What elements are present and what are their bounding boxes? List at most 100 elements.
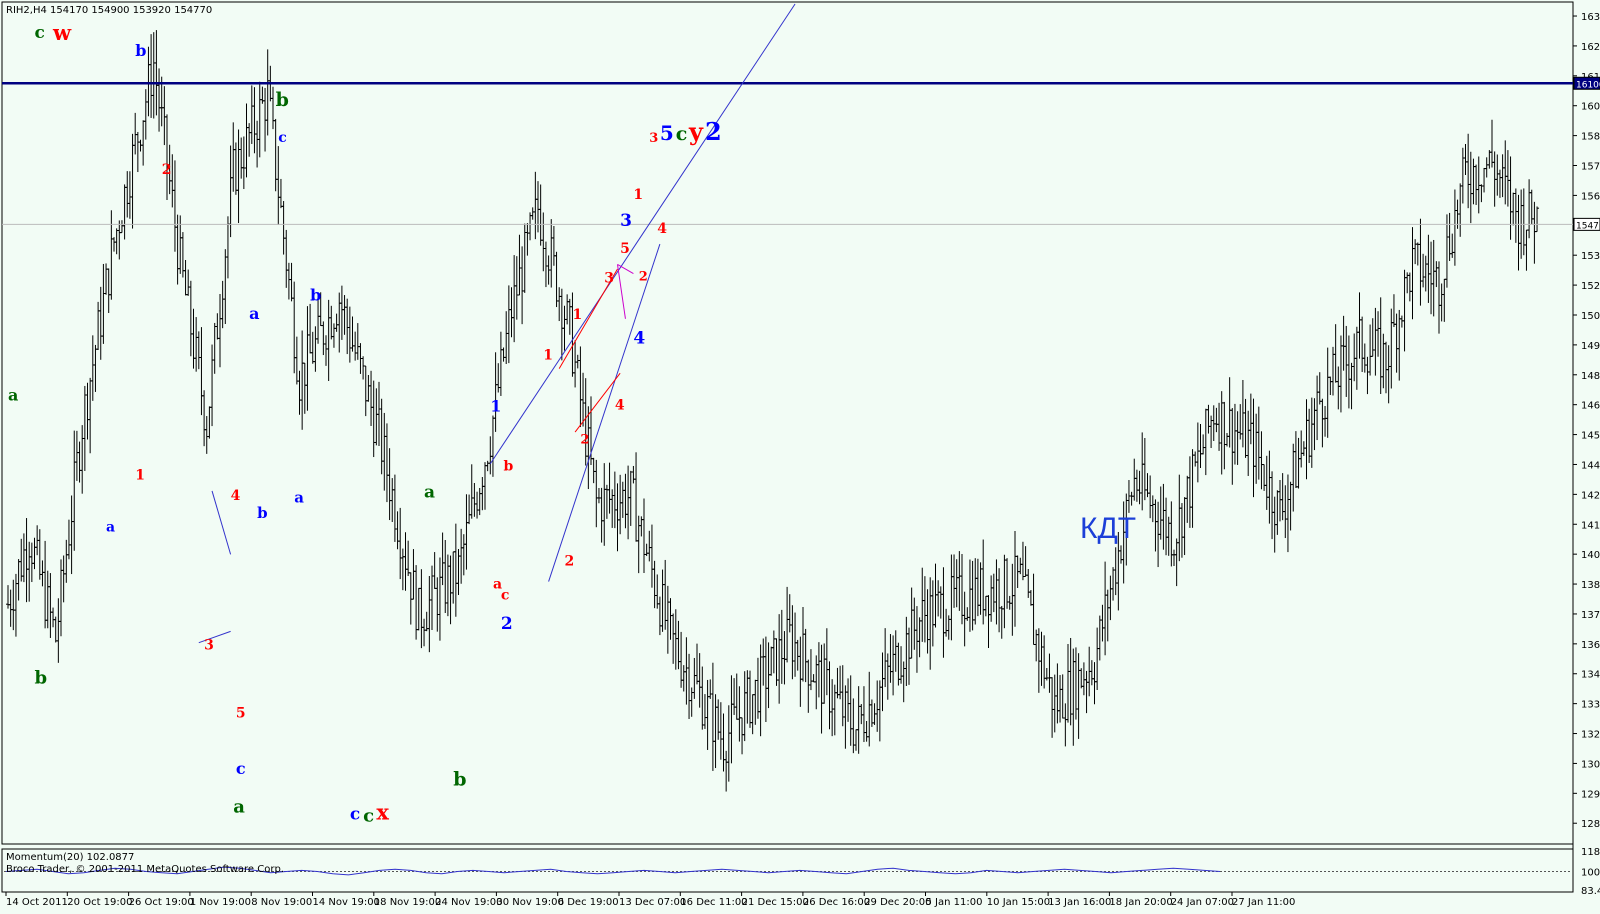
copyright-text: Broco Trader, © 2001-2011 MetaQuotes Sof… [6,864,284,875]
x-tick-label: 21 Dec 15:00 [742,897,809,908]
wave-label: a [493,576,502,592]
wave-label: c [35,23,45,43]
wave-label: c [278,130,287,146]
wave-label: a [106,520,115,536]
x-tick-label: 6 Dec 19:00 [558,897,619,908]
wave-label: b [453,768,466,790]
trend-line [617,264,634,274]
wave-label: 3 [604,271,614,287]
x-tick-label: 24 Nov 19:00 [435,897,502,908]
wave-label: a [8,385,18,404]
wave-label: b [310,286,321,305]
indicator-header: Momentum(20) 102.0877 [6,852,134,863]
y-tick-label: 133609 [1581,700,1600,711]
wave-label: a [249,304,259,323]
y-tick-label: 128329 [1581,819,1600,830]
y-tick-label: 138889 [1581,580,1600,591]
y-tick-label: 132289 [1581,730,1600,741]
chart-header: RIH2,H4 154170 154900 153920 154770 [6,5,212,16]
wave-label: 3 [649,131,658,146]
ohlc-bars [6,30,1540,792]
x-tick-label: 24 Jan 07:00 [1171,897,1234,908]
wave-label: b [35,667,48,688]
x-tick-label: 29 Dec 20:00 [864,897,931,908]
x-tick-label: 20 Oct 19:00 [67,897,132,908]
x-tick-label: 18 Nov 19:00 [374,897,441,908]
wave-label: 4 [231,488,241,504]
wave-label: a [233,797,245,818]
wave-label: 1 [490,397,501,416]
momentum-line [5,866,1221,876]
y-tick-label: 129649 [1581,789,1600,800]
y-tick-label: 142849 [1581,490,1600,501]
wave-label: 1 [572,307,582,323]
y-tick-label: 158689 [1581,132,1600,143]
y-tick-label: 141529 [1581,520,1600,531]
y-tick-label: 157369 [1581,162,1600,173]
wave-label: 1 [633,187,643,203]
wave-label: c [363,806,374,827]
momentum-indicator: 118.4325 100 83.4325 [4,847,1600,897]
x-tick-label: 8 Nov 19:00 [251,897,312,908]
y-tick-label: 153409 [1581,251,1600,262]
y-tick-label: 162649 [1581,42,1600,53]
x-tick-label: 14 Oct 2011 [6,897,68,908]
y-tick-label: 130969 [1581,759,1600,770]
wave-label: a [294,488,304,506]
x-tick-label: 1 Nov 19:00 [190,897,251,908]
wave-label: 5 [620,241,630,257]
wave-label: c [676,123,688,145]
wave-label: 5 [236,705,246,721]
y-tick-label: 136249 [1581,640,1600,651]
price-box [1573,217,1600,231]
wave-label: 4 [615,397,625,413]
y-tick-label: 152089 [1581,281,1600,292]
trend-line [548,243,661,582]
y-tick-label: 156049 [1581,191,1600,202]
wave-label: 1 [135,468,145,484]
price-box-label: 161000 [1576,80,1600,90]
wave-label: 2 [565,554,575,570]
y-tick-label: 146809 [1581,401,1600,412]
trendlines [2,3,1573,644]
wave-label: 2 [501,614,513,634]
wave-label: w [52,20,72,45]
wave-label: 2 [162,162,172,178]
wave-label: 2 [580,432,589,447]
x-tick-label: 16 Dec 11:00 [680,897,747,908]
wave-label: 1 [543,348,553,364]
wave-label: 3 [204,637,214,653]
price-box-label: 154770 [1576,221,1600,231]
momentum-tick-label: 118.4325 [1581,847,1600,858]
trend-line [489,3,796,465]
y-tick-label: 134929 [1581,670,1600,681]
wave-label: c [236,759,246,778]
x-tick-label: 14 Nov 19:00 [313,897,380,908]
wave-label: 5 [660,121,674,145]
wave-label: b [257,504,268,522]
y-tick-label: 150769 [1581,311,1600,322]
price-box [1573,76,1600,90]
x-tick-label: 26 Oct 19:00 [129,897,194,908]
x-tick-label: 30 Nov 19:00 [496,897,563,908]
y-tick-label: 137569 [1581,610,1600,621]
wave-label: 2 [639,269,648,284]
trend-line [211,490,232,555]
x-tick-label: 26 Dec 16:00 [803,897,870,908]
momentum-tick-label: 83.4325 [1581,886,1600,897]
wave-label: y [688,117,704,146]
wave-label: 3 [620,211,632,231]
kdt-annotation: КДТ [1080,512,1136,545]
x-tick-label: 13 Jan 16:00 [1048,897,1111,908]
y-tick-label: 144169 [1581,460,1600,471]
wave-label: b [135,41,146,60]
x-tick-label: 18 Jan 20:00 [1109,897,1172,908]
wave-label: a [424,483,435,503]
y-tick-label: 140209 [1581,550,1600,561]
x-tick-label: 10 Jan 15:00 [987,897,1050,908]
wave-label: c [501,588,510,604]
y-tick-label: 163969 [1581,12,1600,23]
trend-line [574,372,621,433]
